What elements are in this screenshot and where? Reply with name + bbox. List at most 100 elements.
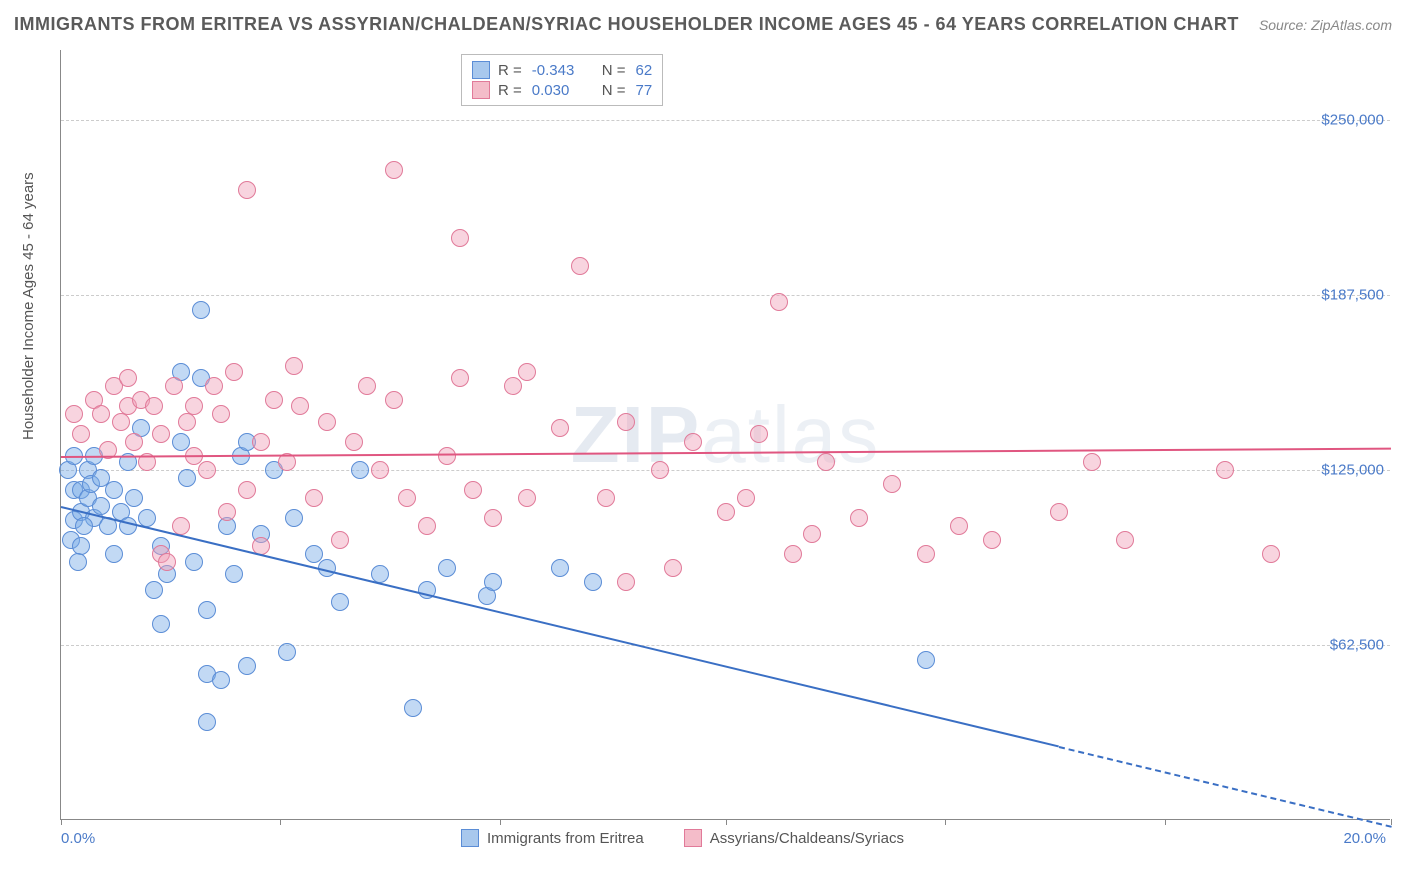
legend-n-label: N = <box>602 62 626 79</box>
scatter-point <box>770 293 788 311</box>
scatter-point <box>883 475 901 493</box>
trend-line <box>61 506 1059 747</box>
scatter-point <box>803 525 821 543</box>
y-axis-label: Householder Income Ages 45 - 64 years <box>20 172 37 440</box>
scatter-point <box>138 509 156 527</box>
legend-swatch <box>461 829 479 847</box>
x-tick <box>61 819 62 825</box>
scatter-point <box>398 489 416 507</box>
scatter-point <box>418 517 436 535</box>
scatter-point <box>178 469 196 487</box>
scatter-point <box>72 537 90 555</box>
scatter-point <box>371 565 389 583</box>
scatter-point <box>92 497 110 515</box>
y-tick-label: $62,500 <box>1330 637 1384 654</box>
scatter-point <box>75 517 93 535</box>
legend-swatch <box>472 61 490 79</box>
scatter-point <box>265 391 283 409</box>
scatter-point <box>1216 461 1234 479</box>
scatter-point <box>597 489 615 507</box>
scatter-point <box>172 433 190 451</box>
legend-item: Assyrians/Chaldeans/Syriacs <box>684 829 904 847</box>
scatter-point <box>72 425 90 443</box>
scatter-point <box>105 481 123 499</box>
legend-series-label: Assyrians/Chaldeans/Syriacs <box>710 830 904 847</box>
scatter-point <box>212 671 230 689</box>
correlation-legend: R =-0.343N =62R =0.030N =77 <box>461 54 663 106</box>
scatter-plot: ZIPatlas R =-0.343N =62R =0.030N =77 Imm… <box>60 50 1390 820</box>
scatter-point <box>438 559 456 577</box>
scatter-point <box>983 531 1001 549</box>
x-tick <box>280 819 281 825</box>
x-tick <box>1391 819 1392 825</box>
scatter-point <box>198 713 216 731</box>
legend-r-label: R = <box>498 82 522 99</box>
scatter-point <box>331 531 349 549</box>
legend-item: Immigrants from Eritrea <box>461 829 644 847</box>
scatter-point <box>551 419 569 437</box>
scatter-point <box>451 229 469 247</box>
scatter-point <box>238 481 256 499</box>
trend-line <box>1058 746 1391 828</box>
scatter-point <box>69 553 87 571</box>
scatter-point <box>617 413 635 431</box>
chart-title: IMMIGRANTS FROM ERITREA VS ASSYRIAN/CHAL… <box>14 14 1239 35</box>
scatter-point <box>252 433 270 451</box>
x-axis-max-label: 20.0% <box>1343 830 1386 847</box>
scatter-point <box>119 369 137 387</box>
scatter-point <box>684 433 702 451</box>
scatter-point <box>178 413 196 431</box>
legend-swatch <box>472 81 490 99</box>
scatter-point <box>305 489 323 507</box>
legend-n-value: 77 <box>636 82 653 99</box>
scatter-point <box>225 363 243 381</box>
scatter-point <box>571 257 589 275</box>
scatter-point <box>717 503 735 521</box>
scatter-point <box>1050 503 1068 521</box>
scatter-point <box>125 433 143 451</box>
scatter-point <box>385 161 403 179</box>
scatter-point <box>238 657 256 675</box>
gridline <box>61 645 1390 646</box>
scatter-point <box>331 593 349 611</box>
scatter-point <box>484 509 502 527</box>
scatter-point <box>185 397 203 415</box>
y-tick-label: $187,500 <box>1321 287 1384 304</box>
scatter-point <box>358 377 376 395</box>
legend-row: R =0.030N =77 <box>472 81 652 99</box>
legend-r-label: R = <box>498 62 522 79</box>
scatter-point <box>351 461 369 479</box>
scatter-point <box>917 545 935 563</box>
scatter-point <box>198 461 216 479</box>
scatter-point <box>185 553 203 571</box>
scatter-point <box>664 559 682 577</box>
scatter-point <box>371 461 389 479</box>
scatter-point <box>145 581 163 599</box>
scatter-point <box>285 509 303 527</box>
scatter-point <box>345 433 363 451</box>
scatter-point <box>451 369 469 387</box>
scatter-point <box>225 565 243 583</box>
scatter-point <box>285 357 303 375</box>
scatter-point <box>518 363 536 381</box>
scatter-point <box>152 425 170 443</box>
y-tick-label: $250,000 <box>1321 112 1384 129</box>
scatter-point <box>198 601 216 619</box>
scatter-point <box>850 509 868 527</box>
scatter-point <box>92 405 110 423</box>
scatter-point <box>205 377 223 395</box>
scatter-point <box>238 181 256 199</box>
scatter-point <box>484 573 502 591</box>
scatter-point <box>404 699 422 717</box>
watermark: ZIPatlas <box>571 389 880 481</box>
x-axis-min-label: 0.0% <box>61 830 95 847</box>
scatter-point <box>192 301 210 319</box>
legend-n-label: N = <box>602 82 626 99</box>
series-legend: Immigrants from Eritrea Assyrians/Chaldea… <box>461 829 904 847</box>
scatter-point <box>1262 545 1280 563</box>
scatter-point <box>784 545 802 563</box>
gridline <box>61 295 1390 296</box>
scatter-point <box>212 405 230 423</box>
scatter-point <box>218 503 236 521</box>
scatter-point <box>817 453 835 471</box>
